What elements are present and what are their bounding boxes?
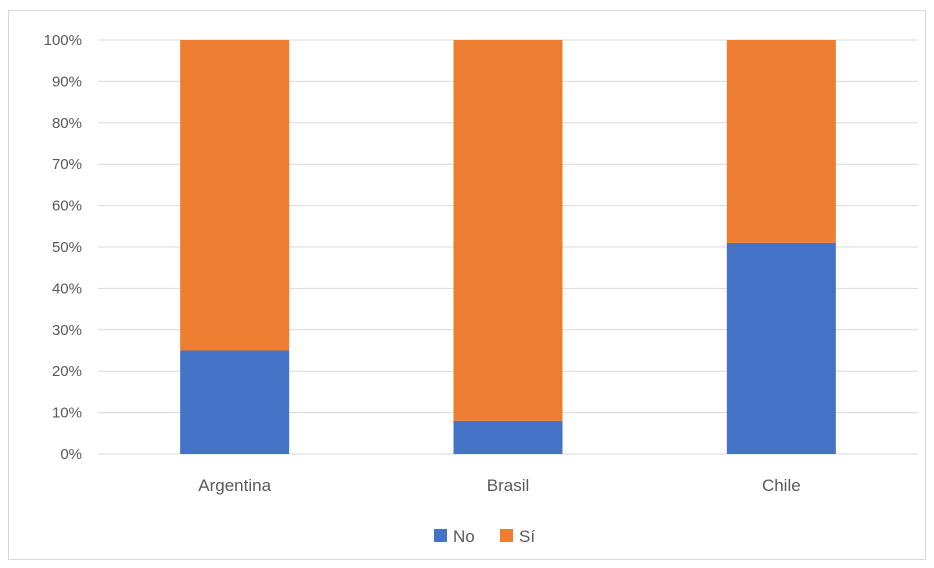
y-tick-label: 0% xyxy=(60,446,82,463)
x-tick-label: Brasil xyxy=(487,476,530,495)
y-tick-label: 60% xyxy=(52,198,82,215)
bar-chile-no xyxy=(726,242,836,454)
legend-swatch xyxy=(500,529,513,542)
legend-label: Sí xyxy=(519,527,535,546)
y-tick-label: 90% xyxy=(52,73,82,90)
x-tick-label: Chile xyxy=(762,476,801,495)
y-tick-label: 20% xyxy=(52,363,82,380)
bar-brasil-si xyxy=(453,40,563,421)
bar-argentina-no xyxy=(180,350,290,454)
legend-label: No xyxy=(453,527,475,546)
y-axis-ticks: 0% 10% 20% 30% 40% 50% 60% 70% 80% 90% 100% xyxy=(44,32,82,463)
legend: No Sí xyxy=(434,527,535,546)
bars xyxy=(180,40,836,454)
y-tick-label: 40% xyxy=(52,280,82,297)
bar-brasil-no xyxy=(453,420,563,454)
x-axis-labels: Argentina Brasil Chile xyxy=(198,476,800,495)
y-tick-label: 70% xyxy=(52,156,82,173)
y-tick-label: 50% xyxy=(52,239,82,256)
y-tick-label: 80% xyxy=(52,115,82,132)
bar-chile-si xyxy=(726,40,836,243)
y-tick-label: 30% xyxy=(52,322,82,339)
y-tick-label: 100% xyxy=(44,32,82,49)
y-tick-label: 10% xyxy=(52,405,82,422)
bar-argentina-si xyxy=(180,40,290,351)
legend-swatch xyxy=(434,529,447,542)
x-tick-label: Argentina xyxy=(198,476,271,495)
